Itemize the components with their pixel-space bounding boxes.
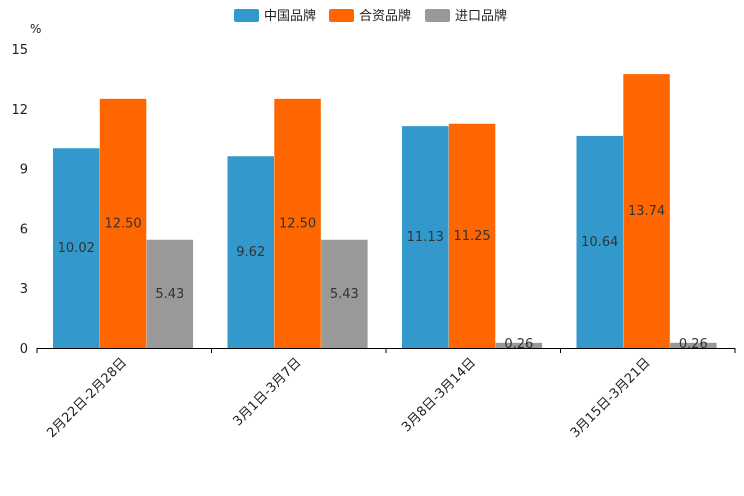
bar-1-1 [53, 148, 100, 348]
legend-swatch-3 [425, 9, 450, 22]
data-label-3-3: 0.26 [504, 337, 533, 352]
legend-label-3: 进口品牌 [455, 8, 507, 24]
y-tick-label-9: 9 [20, 163, 28, 178]
data-label-2-1: 9.62 [236, 245, 265, 260]
y-tick-label-3: 3 [20, 282, 28, 297]
y-axis-unit-label: % [30, 22, 41, 36]
x-tick-label-2: 3月1日-3月7日 [230, 355, 304, 429]
bar-2-3 [321, 239, 368, 348]
y-tick-label-6: 6 [20, 222, 28, 237]
bar-2-1 [227, 156, 274, 348]
data-label-4-1: 10.64 [581, 235, 618, 250]
data-label-2-3: 5.43 [330, 287, 359, 302]
bars: 10.02 12.50 5.43 9.62 12.50 5.43 11.13 11.25 0.2… [53, 74, 717, 352]
y-tick-label-0: 0 [20, 342, 28, 357]
data-label-4-3: 0.26 [679, 337, 708, 352]
bar-4-2 [623, 74, 670, 348]
data-label-2-2: 12.50 [279, 216, 316, 231]
bar-2-2 [274, 98, 321, 348]
bar-1-3 [146, 239, 194, 348]
legend-swatch-2 [329, 9, 354, 22]
data-label-3-1: 11.13 [407, 230, 444, 245]
bar-3-1 [402, 126, 449, 348]
y-tick-label-12: 12 [11, 103, 28, 118]
data-label-1-3: 5.43 [155, 287, 184, 302]
x-tick-label-1: 2月22日-2月28日 [44, 355, 130, 441]
data-label-4-2: 13.74 [628, 204, 665, 219]
data-label-1-1: 10.02 [58, 241, 95, 256]
x-axis: 2月22日-2月28日 3月1日-3月7日 3月8日-3月14日 3月15日-3月21… [36, 348, 736, 441]
y-axis: 0 3 6 9 12 15 [11, 43, 28, 357]
bar-4-1 [576, 135, 623, 348]
x-tick-label-3: 3月8日-3月14日 [399, 355, 479, 435]
legend-swatch-1 [234, 9, 259, 22]
bar-1-2 [99, 98, 147, 348]
y-tick-label-15: 15 [11, 43, 28, 58]
legend-label-1: 中国品牌 [264, 8, 316, 24]
bar-3-2 [448, 123, 496, 348]
data-label-3-2: 11.25 [453, 229, 490, 244]
x-tick-label-4: 3月15日-3月21日 [568, 355, 654, 441]
bar-4-3 [670, 342, 717, 348]
legend-label-2: 合资品牌 [359, 8, 411, 24]
data-label-1-2: 12.50 [104, 216, 141, 231]
bar-3-3 [495, 342, 543, 348]
legend: 中国品牌 合资品牌 进口品牌 [234, 8, 507, 24]
